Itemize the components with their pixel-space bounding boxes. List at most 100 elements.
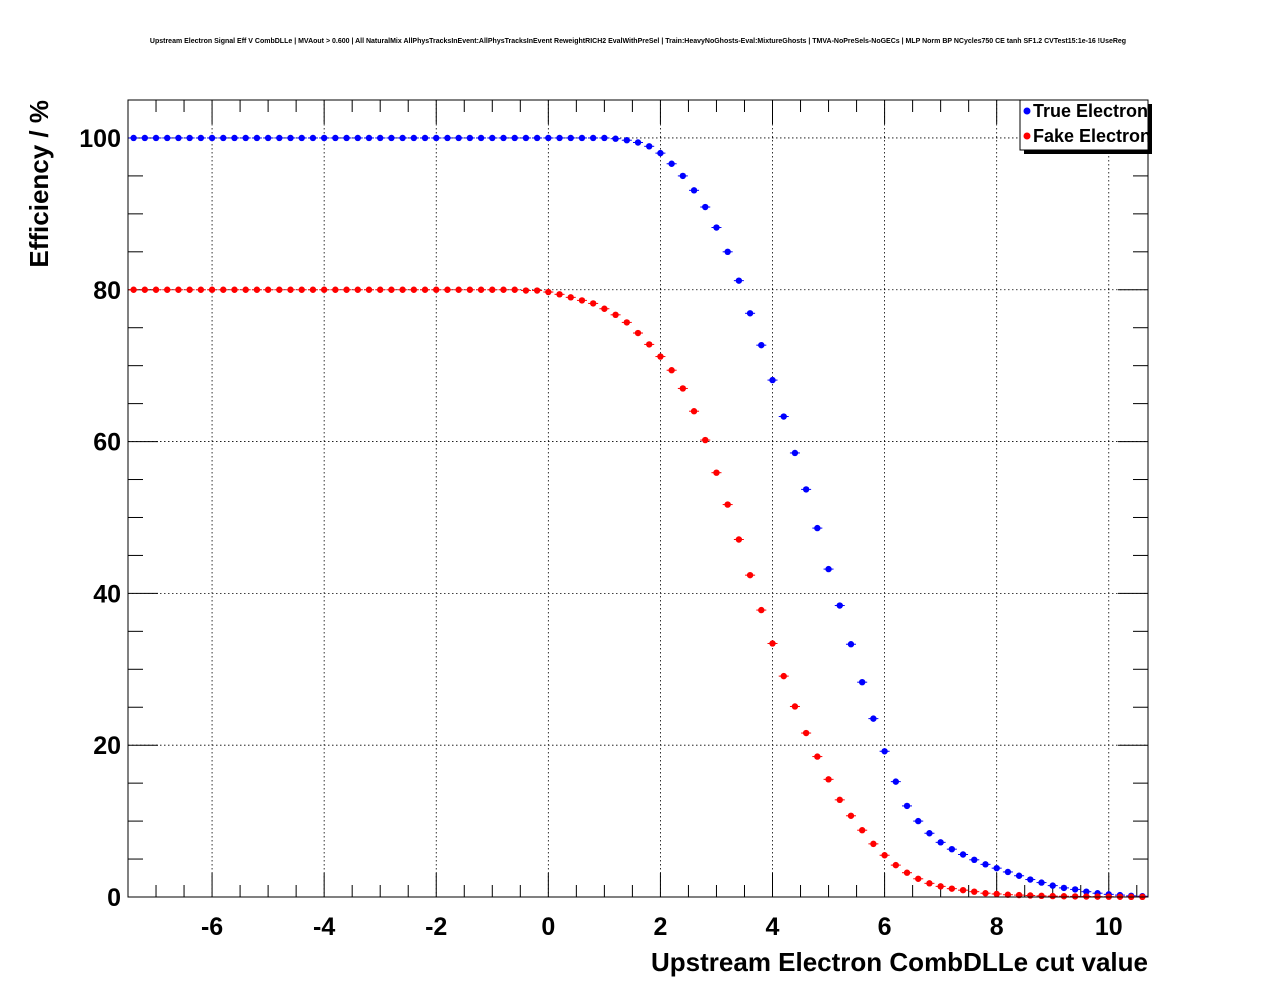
data-point bbox=[556, 134, 563, 142]
grid-layer bbox=[128, 100, 1148, 898]
data-point bbox=[410, 134, 418, 142]
data-point bbox=[1004, 891, 1012, 898]
data-point bbox=[276, 286, 283, 293]
x-axis-label: Upstream Electron CombDLLe cut value bbox=[651, 947, 1148, 977]
data-point bbox=[477, 134, 485, 142]
data-point bbox=[298, 286, 305, 293]
data-point bbox=[724, 501, 731, 508]
data-point bbox=[903, 869, 911, 876]
legend-label-true-electron: True Electron bbox=[1033, 101, 1148, 121]
data-point bbox=[915, 817, 922, 825]
data-point bbox=[320, 286, 328, 293]
data-point bbox=[287, 286, 294, 293]
y-tick-label: 80 bbox=[93, 277, 121, 305]
data-point bbox=[758, 606, 765, 614]
data-point bbox=[769, 376, 776, 384]
data-point bbox=[433, 134, 440, 142]
data-point bbox=[197, 134, 205, 142]
data-point bbox=[679, 172, 687, 180]
data-point bbox=[354, 286, 361, 293]
data-point bbox=[455, 286, 462, 293]
data-point bbox=[1071, 886, 1079, 893]
data-point bbox=[982, 890, 989, 897]
data-point bbox=[545, 134, 552, 142]
data-point bbox=[646, 341, 653, 348]
data-point bbox=[858, 827, 866, 834]
data-point bbox=[343, 286, 350, 293]
data-point bbox=[343, 134, 350, 142]
data-point bbox=[522, 134, 530, 142]
data-point bbox=[141, 286, 149, 293]
data-point bbox=[791, 449, 799, 457]
data-point bbox=[421, 134, 429, 142]
data-point bbox=[623, 319, 630, 326]
data-point bbox=[1060, 893, 1068, 900]
data-point bbox=[309, 134, 317, 142]
data-point bbox=[533, 287, 541, 294]
data-point bbox=[152, 286, 160, 293]
chart-title: Upstream Electron Signal Eff V CombDLLe … bbox=[150, 38, 1126, 45]
data-point bbox=[489, 134, 496, 142]
data-point bbox=[410, 286, 418, 293]
data-point bbox=[276, 134, 283, 142]
data-point bbox=[634, 139, 642, 146]
data-point bbox=[522, 287, 530, 294]
data-point bbox=[758, 341, 765, 349]
data-point bbox=[948, 885, 956, 892]
data-point bbox=[746, 571, 754, 579]
x-tick-label: -4 bbox=[313, 913, 335, 941]
x-tick-label: 0 bbox=[541, 913, 555, 941]
legend-box bbox=[1019, 99, 1149, 151]
data-point bbox=[376, 134, 384, 142]
data-point bbox=[489, 286, 496, 293]
data-point bbox=[589, 134, 597, 142]
data-point bbox=[825, 565, 832, 573]
data-point bbox=[690, 187, 698, 194]
data-point bbox=[1049, 892, 1056, 900]
y-tick-label: 40 bbox=[93, 580, 121, 608]
data-point bbox=[690, 408, 698, 415]
data-point bbox=[433, 286, 440, 293]
data-point bbox=[1015, 872, 1023, 879]
data-point bbox=[388, 286, 395, 293]
data-point bbox=[231, 134, 238, 142]
data-point bbox=[959, 886, 967, 894]
data-point bbox=[814, 753, 821, 760]
data-point bbox=[668, 367, 675, 374]
data-point bbox=[399, 134, 406, 142]
axis-ticks bbox=[127, 99, 1148, 898]
data-point bbox=[533, 134, 541, 142]
y-tick-label: 20 bbox=[93, 732, 121, 760]
data-point bbox=[220, 286, 227, 293]
data-point bbox=[679, 385, 687, 392]
data-point bbox=[814, 524, 821, 532]
data-point bbox=[870, 840, 877, 848]
data-point bbox=[444, 286, 451, 293]
plot-frame bbox=[127, 99, 1149, 898]
legend-label-fake-electron: Fake Electron bbox=[1033, 126, 1151, 146]
data-point bbox=[713, 469, 720, 476]
data-point bbox=[802, 729, 810, 737]
data-point bbox=[545, 288, 552, 296]
data-point bbox=[1071, 893, 1079, 900]
x-tick-label: 10 bbox=[1095, 913, 1123, 941]
data-point bbox=[937, 839, 944, 846]
data-point bbox=[881, 852, 888, 859]
data-point bbox=[870, 715, 877, 722]
data-point bbox=[320, 134, 328, 142]
data-points bbox=[128, 134, 1148, 901]
data-point bbox=[612, 135, 619, 142]
data-point bbox=[332, 286, 339, 293]
data-point bbox=[982, 861, 989, 868]
data-point bbox=[993, 890, 1000, 898]
data-point bbox=[208, 286, 216, 293]
data-point bbox=[724, 248, 731, 256]
data-point bbox=[971, 856, 978, 864]
data-point bbox=[735, 277, 743, 284]
data-point bbox=[264, 134, 272, 142]
data-point bbox=[242, 286, 249, 293]
series-fake-electron bbox=[128, 286, 1148, 901]
x-tick-label: 2 bbox=[653, 913, 667, 941]
data-point bbox=[735, 536, 743, 543]
data-point bbox=[1004, 868, 1012, 876]
